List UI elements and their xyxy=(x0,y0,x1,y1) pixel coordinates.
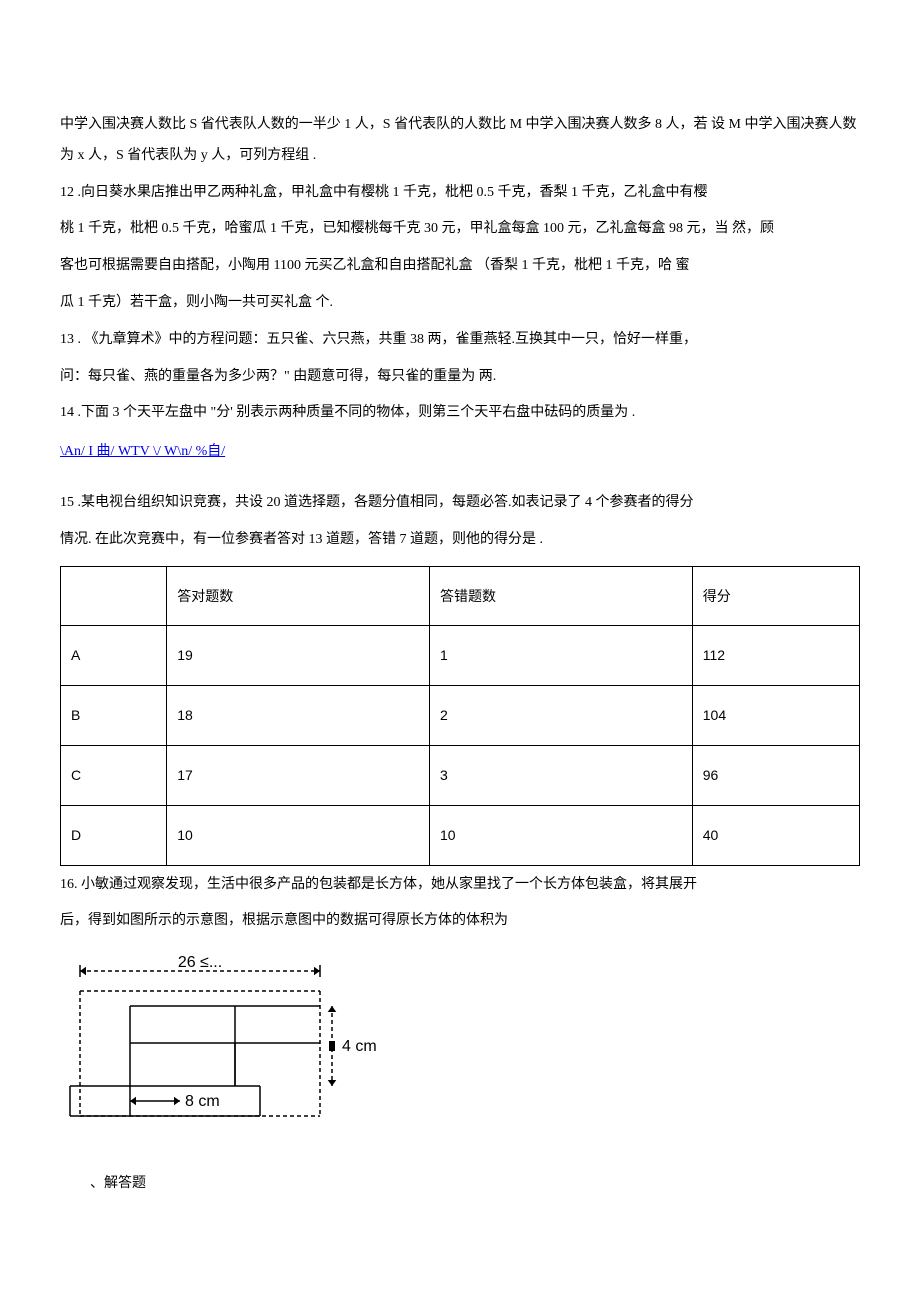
table-row: A 19 1 112 xyxy=(61,626,860,686)
paragraph-15a: 15 .某电视台组织知识竞赛，共设 20 道选择题，各题分值相同，每题必答.如表… xyxy=(60,488,860,519)
paragraph-12a: 12 .向日葵水果店推出甲乙两种礼盒，甲礼盒中有樱桃 1 千克，枇杷 0.5 千… xyxy=(60,178,860,209)
paragraph-12c: 客也可根据需要自由搭配，小陶用 1100 元买乙礼盒和自由搭配礼盒 （香梨 1 … xyxy=(60,251,860,282)
table-header-cell: 答对题数 xyxy=(167,566,430,626)
paragraph-15b: 情况. 在此次竞赛中，有一位参赛者答对 13 道题，答错 7 道题，则他的得分是… xyxy=(60,525,860,556)
table-cell: 10 xyxy=(167,805,430,865)
table-row: B 18 2 104 xyxy=(61,686,860,746)
table-cell: A xyxy=(61,626,167,686)
svg-text:4 cm: 4 cm xyxy=(342,1038,377,1055)
unfold-diagram: 26 ≤... 4 cm 8 cm xyxy=(60,951,860,1139)
garbled-link-text: \An/ I 曲/ WTV \/ W\n/ %自/ xyxy=(60,437,860,468)
table-header-row: 答对题数 答错题数 得分 xyxy=(61,566,860,626)
table-row: C 17 3 96 xyxy=(61,745,860,805)
paragraph-16b: 后，得到如图所示的示意图，根据示意图中的数据可得原长方体的体积为 xyxy=(60,906,860,937)
score-table: 答对题数 答错题数 得分 A 19 1 112 B 18 2 104 C 17 … xyxy=(60,566,860,866)
paragraph-13a: 13 . 《九章算术》中的方程问题：五只雀、六只燕，共重 38 两，雀重燕轻.互… xyxy=(60,325,860,356)
table-cell: D xyxy=(61,805,167,865)
table-cell: 112 xyxy=(692,626,859,686)
unfold-svg: 26 ≤... 4 cm 8 cm xyxy=(60,951,390,1126)
table-cell: 19 xyxy=(167,626,430,686)
table-header-cell xyxy=(61,566,167,626)
table-header-cell: 答错题数 xyxy=(429,566,692,626)
table-cell: B xyxy=(61,686,167,746)
paragraph-12d: 瓜 1 千克）若干盒，则小陶一共可买礼盒 个. xyxy=(60,288,860,319)
paragraph-12b: 桃 1 千克，枇杷 0.5 千克，哈蜜瓜 1 千克，已知樱桃每千克 30 元，甲… xyxy=(60,214,860,245)
table-header-cell: 得分 xyxy=(692,566,859,626)
table-cell: 96 xyxy=(692,745,859,805)
table-cell: C xyxy=(61,745,167,805)
table-cell: 18 xyxy=(167,686,430,746)
table-cell: 3 xyxy=(429,745,692,805)
table-cell: 10 xyxy=(429,805,692,865)
table-cell: 104 xyxy=(692,686,859,746)
table-row: D 10 10 40 xyxy=(61,805,860,865)
table-cell: 17 xyxy=(167,745,430,805)
paragraph-16a: 16. 小敏通过观察发现，生活中很多产品的包装都是长方体，她从家里找了一个长方体… xyxy=(60,870,860,901)
document-page: 中学入围决赛人数比 S 省代表队人数的一半少 1 人，S 省代表队的人数比 M … xyxy=(0,0,920,1260)
section-heading: 、解答题 xyxy=(90,1169,860,1200)
table-cell: 1 xyxy=(429,626,692,686)
table-cell: 40 xyxy=(692,805,859,865)
paragraph-14: 14 .下面 3 个天平左盘中 "分' 别表示两种质量不同的物体，则第三个天平右… xyxy=(60,398,860,429)
paragraph-11-cont: 中学入围决赛人数比 S 省代表队人数的一半少 1 人，S 省代表队的人数比 M … xyxy=(60,110,860,172)
svg-text:8 cm: 8 cm xyxy=(185,1093,220,1110)
paragraph-13b: 问：每只雀、燕的重量各为多少两？" 由题意可得，每只雀的重量为 两. xyxy=(60,362,860,393)
table-cell: 2 xyxy=(429,686,692,746)
svg-text:26 ≤...: 26 ≤... xyxy=(178,954,222,971)
